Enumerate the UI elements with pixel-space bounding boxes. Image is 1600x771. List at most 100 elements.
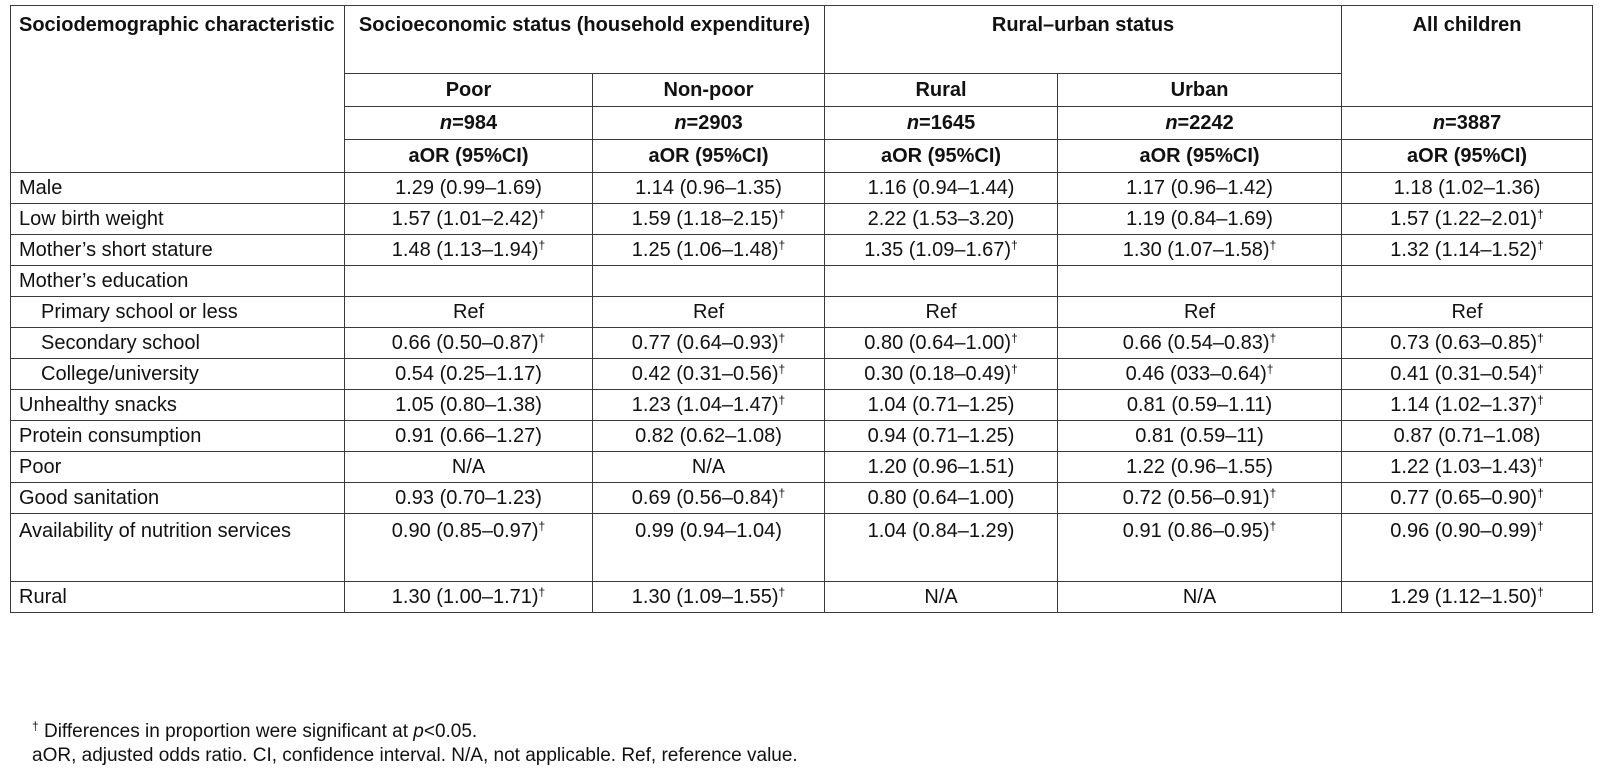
significance-dagger: † [1537,486,1544,500]
significance-dagger: † [778,486,786,500]
n-poor: n=984 [344,106,593,140]
aor-cell: 0.77 (0.64–0.93)† [591,327,826,359]
aor-cell: 1.05 (0.80–1.38) [344,389,593,421]
stat-label: aOR (95%CI) [824,139,1059,173]
n-rural: n=1645 [824,106,1059,140]
significance-dagger: † [778,238,786,252]
significance-dagger: † [538,585,546,599]
row-label: Poor [10,451,345,483]
aor-cell: 0.99 (0.94–1.04) [591,513,826,582]
sample-size-row: n=984 n=2903 n=1645 n=2242 n=3887 [11,106,1594,140]
significance-dagger: † [1537,362,1544,376]
aor-cell: 1.30 (1.00–1.71)† [344,581,593,613]
significance-dagger: † [1537,585,1544,599]
aor-cell: 0.42 (0.31–0.56)† [591,358,826,390]
aor-cell: 1.22 (0.96–1.55) [1057,451,1343,483]
aor-cell: 2.22 (1.53–3.20) [824,203,1059,235]
aor-cell: 1.57 (1.22–2.01)† [1341,203,1594,235]
aor-cell: 0.41 (0.31–0.54)† [1341,358,1594,390]
table-row: College/university 0.54 (0.25–1.17) 0.42 (… [10,358,1594,390]
n-non-poor: n=2903 [591,106,826,140]
aor-cell: 0.94 (0.71–1.25) [824,420,1059,452]
header-characteristic: Sociodemographic characteristic [10,5,345,173]
aor-cell: N/A [344,451,593,483]
significance-dagger: † [1537,519,1544,533]
significance-dagger: † [1537,455,1544,469]
aor-cell: 1.17 (0.96–1.42) [1057,172,1343,204]
table-row: Good sanitation 0.93 (0.70–1.23) 0.69 (0.5… [10,482,1594,514]
n-all: n=3887 [1341,106,1594,140]
row-label: Low birth weight [10,203,345,235]
aor-cell [1057,265,1343,297]
aor-cell: 0.80 (0.64–1.00) [824,482,1059,514]
aor-cell: Ref [344,296,593,328]
table-body: Male 1.29 (0.99–1.69) 1.14 (0.96–1.35) 1.16… [10,172,1594,613]
row-label: Availability of nutrition services [10,513,345,582]
aor-cell: 0.90 (0.85–0.97)† [344,513,593,582]
footnote-abbreviations: aOR, adjusted odds ratio. CI, confidence… [32,745,798,766]
aor-cell: 0.72 (0.56–0.91)† [1057,482,1343,514]
significance-dagger: † [1537,331,1544,345]
significance-dagger: † [1011,238,1018,252]
aor-cell: 0.82 (0.62–1.08) [591,420,826,452]
significance-dagger: † [538,207,546,221]
stat-label-row: aOR (95%CI) aOR (95%CI) aOR (95%CI) aOR … [11,139,1594,173]
header-group-socioeconomic: Socioeconomic status (household expendit… [343,5,826,74]
aor-cell: 1.35 (1.09–1.67)† [824,234,1059,266]
aor-cell: 0.77 (0.65–0.90)† [1341,482,1594,514]
aor-cell: 1.29 (1.12–1.50)† [1341,581,1594,613]
row-label: College/university [10,358,345,390]
aor-cell [591,265,826,297]
odds-ratio-table: Sociodemographic characteristic Socioeco… [10,5,1594,613]
aor-cell [824,265,1059,297]
aor-cell: 1.48 (1.13–1.94)† [344,234,593,266]
aor-cell: 0.93 (0.70–1.23) [344,482,593,514]
aor-cell: 0.73 (0.63–0.85)† [1341,327,1594,359]
row-label: Rural [10,581,345,613]
table-row: Protein consumption 0.91 (0.66–1.27) 0.82 … [10,420,1594,452]
aor-cell: 1.04 (0.71–1.25) [824,389,1059,421]
aor-cell: N/A [1057,581,1343,613]
significance-dagger: † [1269,519,1277,533]
aor-cell: 0.66 (0.54–0.83)† [1057,327,1343,359]
significance-dagger: † [538,331,546,345]
aor-cell: 0.66 (0.50–0.87)† [344,327,593,359]
significance-dagger: † [778,362,786,376]
significance-dagger: † [1537,238,1544,252]
footnote-significance: † Differences in proportion were signifi… [32,719,478,742]
table-row: Availability of nutrition services 0.90 (… [10,513,1594,582]
aor-cell [1341,265,1594,297]
aor-cell: 1.19 (0.84–1.69) [1057,203,1343,235]
row-label: Male [10,172,345,204]
aor-cell: Ref [1341,296,1594,328]
table-row: Unhealthy snacks 1.05 (0.80–1.38) 1.23 (1.… [10,389,1594,421]
significance-dagger: † [778,585,786,599]
row-label: Secondary school [10,327,345,359]
significance-dagger: † [1269,486,1277,500]
significance-dagger: † [538,238,546,252]
significance-dagger: † [1011,362,1018,376]
header-sub-rural: Rural [824,73,1059,107]
header-sub-urban: Urban [1057,73,1343,107]
table-row: Low birth weight 1.57 (1.01–2.42)† 1.59 (1… [10,203,1594,235]
significance-dagger: † [538,519,546,533]
aor-cell: 0.69 (0.56–0.84)† [591,482,826,514]
aor-cell: N/A [591,451,826,483]
table-row: Primary school or less Ref Ref Ref Ref Ref [10,296,1594,328]
significance-dagger: † [1269,331,1277,345]
aor-cell: 1.23 (1.04–1.47)† [591,389,826,421]
row-label: Unhealthy snacks [10,389,345,421]
aor-cell: Ref [1057,296,1343,328]
aor-cell: 1.14 (0.96–1.35) [591,172,826,204]
stat-label: aOR (95%CI) [1057,139,1343,173]
table-row: Poor N/A N/A 1.20 (0.96–1.51) 1.22 (0.96–1.5… [10,451,1594,483]
header-sub-non-poor: Non-poor [591,73,826,107]
aor-cell: 1.29 (0.99–1.69) [344,172,593,204]
aor-cell: 1.30 (1.07–1.58)† [1057,234,1343,266]
aor-cell: Ref [591,296,826,328]
aor-cell: 1.16 (0.94–1.44) [824,172,1059,204]
aor-cell: 1.57 (1.01–2.42)† [344,203,593,235]
row-label: Protein consumption [10,420,345,452]
table-row: Mother’s education [10,265,1594,297]
aor-cell: 1.32 (1.14–1.52)† [1341,234,1594,266]
